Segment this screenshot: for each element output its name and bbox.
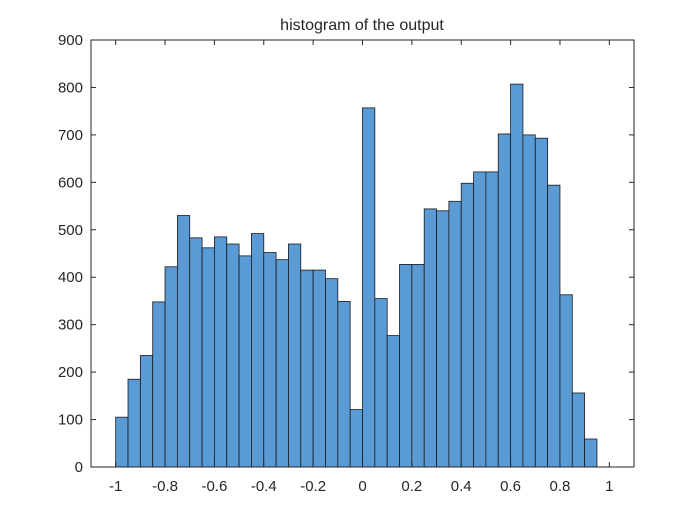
y-tick-label: 800: [58, 79, 83, 96]
histogram-bar: [423, 208, 437, 468]
bars-group: [115, 83, 598, 468]
y-tick-label: 500: [58, 222, 83, 239]
histogram-bar: [559, 294, 573, 468]
x-tick-label: 0.6: [500, 478, 521, 495]
histogram-bar: [115, 416, 129, 468]
histogram-bar: [214, 236, 228, 468]
histogram-bar: [571, 392, 586, 468]
histogram-bar: [312, 269, 326, 468]
histogram-bar: [436, 210, 450, 468]
histogram-bar: [251, 233, 265, 468]
histogram-bar: [362, 107, 376, 468]
y-tick-label: 0: [75, 459, 83, 476]
histogram-bar: [238, 255, 252, 468]
chart-title: histogram of the output: [280, 17, 444, 34]
histogram-bar: [411, 264, 425, 468]
histogram-bar: [325, 278, 339, 468]
histogram-bar: [460, 182, 474, 468]
x-tick-label: 0.4: [451, 478, 472, 495]
y-axis: 0 100 200 300 400 500 600 700 800 900: [58, 32, 634, 476]
histogram-bar: [497, 133, 511, 468]
histogram-bar: [386, 335, 400, 468]
histogram-bar: [263, 252, 277, 468]
histogram-bar: [275, 259, 289, 468]
y-tick-label: 200: [58, 364, 83, 381]
x-tick-label: 0.2: [401, 478, 422, 495]
x-tick-label: 1: [605, 478, 613, 495]
histogram-bar: [189, 237, 203, 468]
x-axis: -1 -0.8 -0.6 -0.4 -0.2 0 0.2 0.4 0.6 0.8 1: [109, 40, 613, 495]
histogram-bar: [374, 298, 388, 468]
histogram-bar: [300, 269, 314, 468]
y-tick-label: 300: [58, 317, 83, 334]
histogram-bar: [399, 264, 413, 468]
y-tick-label: 400: [58, 269, 83, 286]
histogram-bar: [139, 355, 154, 468]
y-tick-label: 700: [58, 127, 83, 144]
histogram-bar: [176, 215, 191, 468]
y-tick-label: 100: [58, 412, 83, 429]
histogram-bar: [337, 301, 351, 468]
x-tick-label: 0.8: [550, 478, 571, 495]
histogram-bar: [522, 134, 536, 468]
histogram-bar: [510, 83, 524, 468]
histogram-bar: [288, 243, 302, 468]
y-tick-label: 900: [58, 32, 83, 49]
histogram-bar: [547, 184, 561, 468]
histogram-bar: [226, 243, 240, 468]
histogram-bar: [473, 171, 487, 468]
x-tick-label: -1: [109, 478, 122, 495]
histogram-bar: [349, 409, 363, 468]
histogram-bar: [534, 137, 549, 468]
y-tick-label: 600: [58, 174, 83, 191]
x-tick-label: -0.8: [152, 478, 178, 495]
histogram-bar: [584, 438, 598, 468]
histogram-bar: [448, 200, 462, 468]
x-tick-label: 0: [358, 478, 366, 495]
histogram-bar: [152, 301, 166, 468]
histogram-bar: [201, 247, 215, 468]
x-tick-label: -0.6: [201, 478, 227, 495]
x-tick-label: -0.2: [300, 478, 326, 495]
histogram-bar: [164, 266, 178, 468]
histogram-bar: [127, 378, 141, 468]
x-tick-label: -0.4: [251, 478, 277, 495]
histogram-bar: [485, 171, 499, 468]
